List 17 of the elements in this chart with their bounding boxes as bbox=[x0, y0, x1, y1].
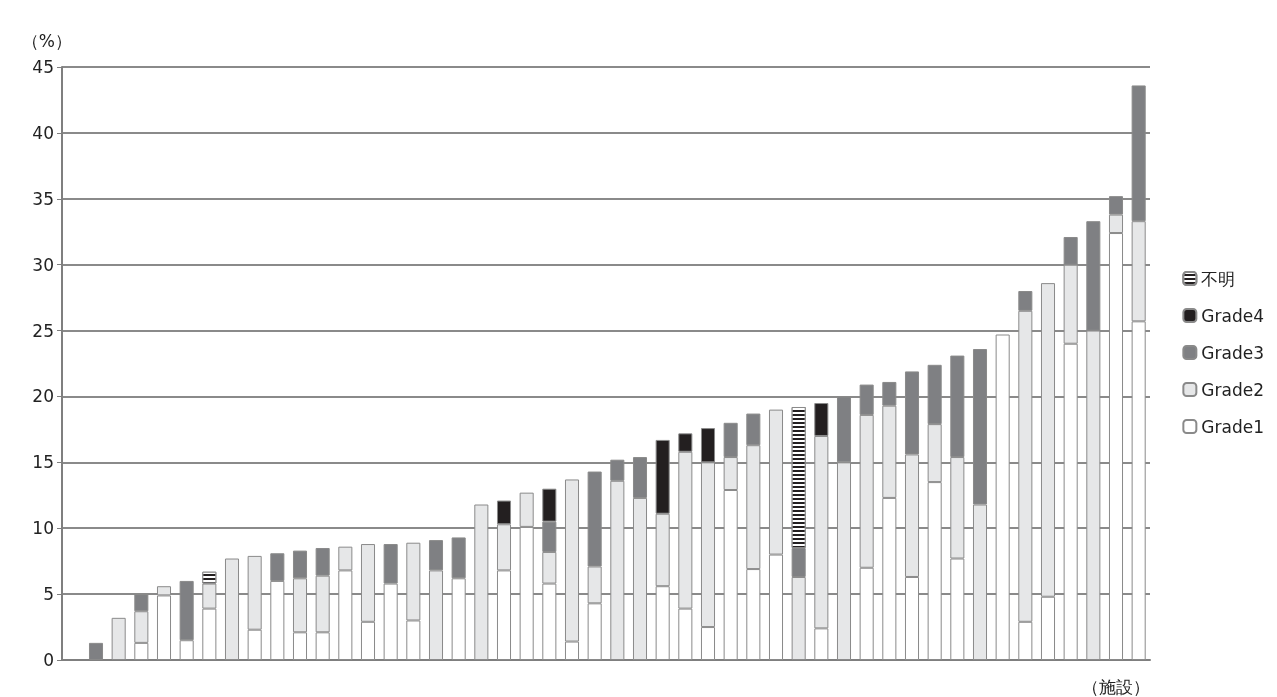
legend-label: Grade4 bbox=[1201, 305, 1265, 326]
y-axis-title: （%） bbox=[21, 30, 72, 51]
y-tick-label: 0 bbox=[43, 650, 54, 670]
y-tick-label: 10 bbox=[32, 518, 54, 539]
y-tick-label: 5 bbox=[43, 584, 54, 605]
legend-label: Grade1 bbox=[1201, 416, 1265, 437]
y-tick-label: 25 bbox=[32, 320, 54, 341]
y-tick-label: 35 bbox=[32, 188, 54, 209]
legend-label: 不明 bbox=[1201, 268, 1236, 289]
legend-label: Grade3 bbox=[1201, 342, 1265, 363]
x-axis-title: （施設） bbox=[1082, 676, 1150, 697]
y-tick-label: 45 bbox=[32, 57, 54, 77]
y-tick-label: 20 bbox=[32, 386, 54, 407]
y-tick-label: 15 bbox=[32, 452, 54, 473]
y-tick-label: 30 bbox=[32, 254, 54, 275]
y-tick-label: 40 bbox=[32, 122, 54, 143]
legend-label: Grade2 bbox=[1201, 379, 1265, 400]
